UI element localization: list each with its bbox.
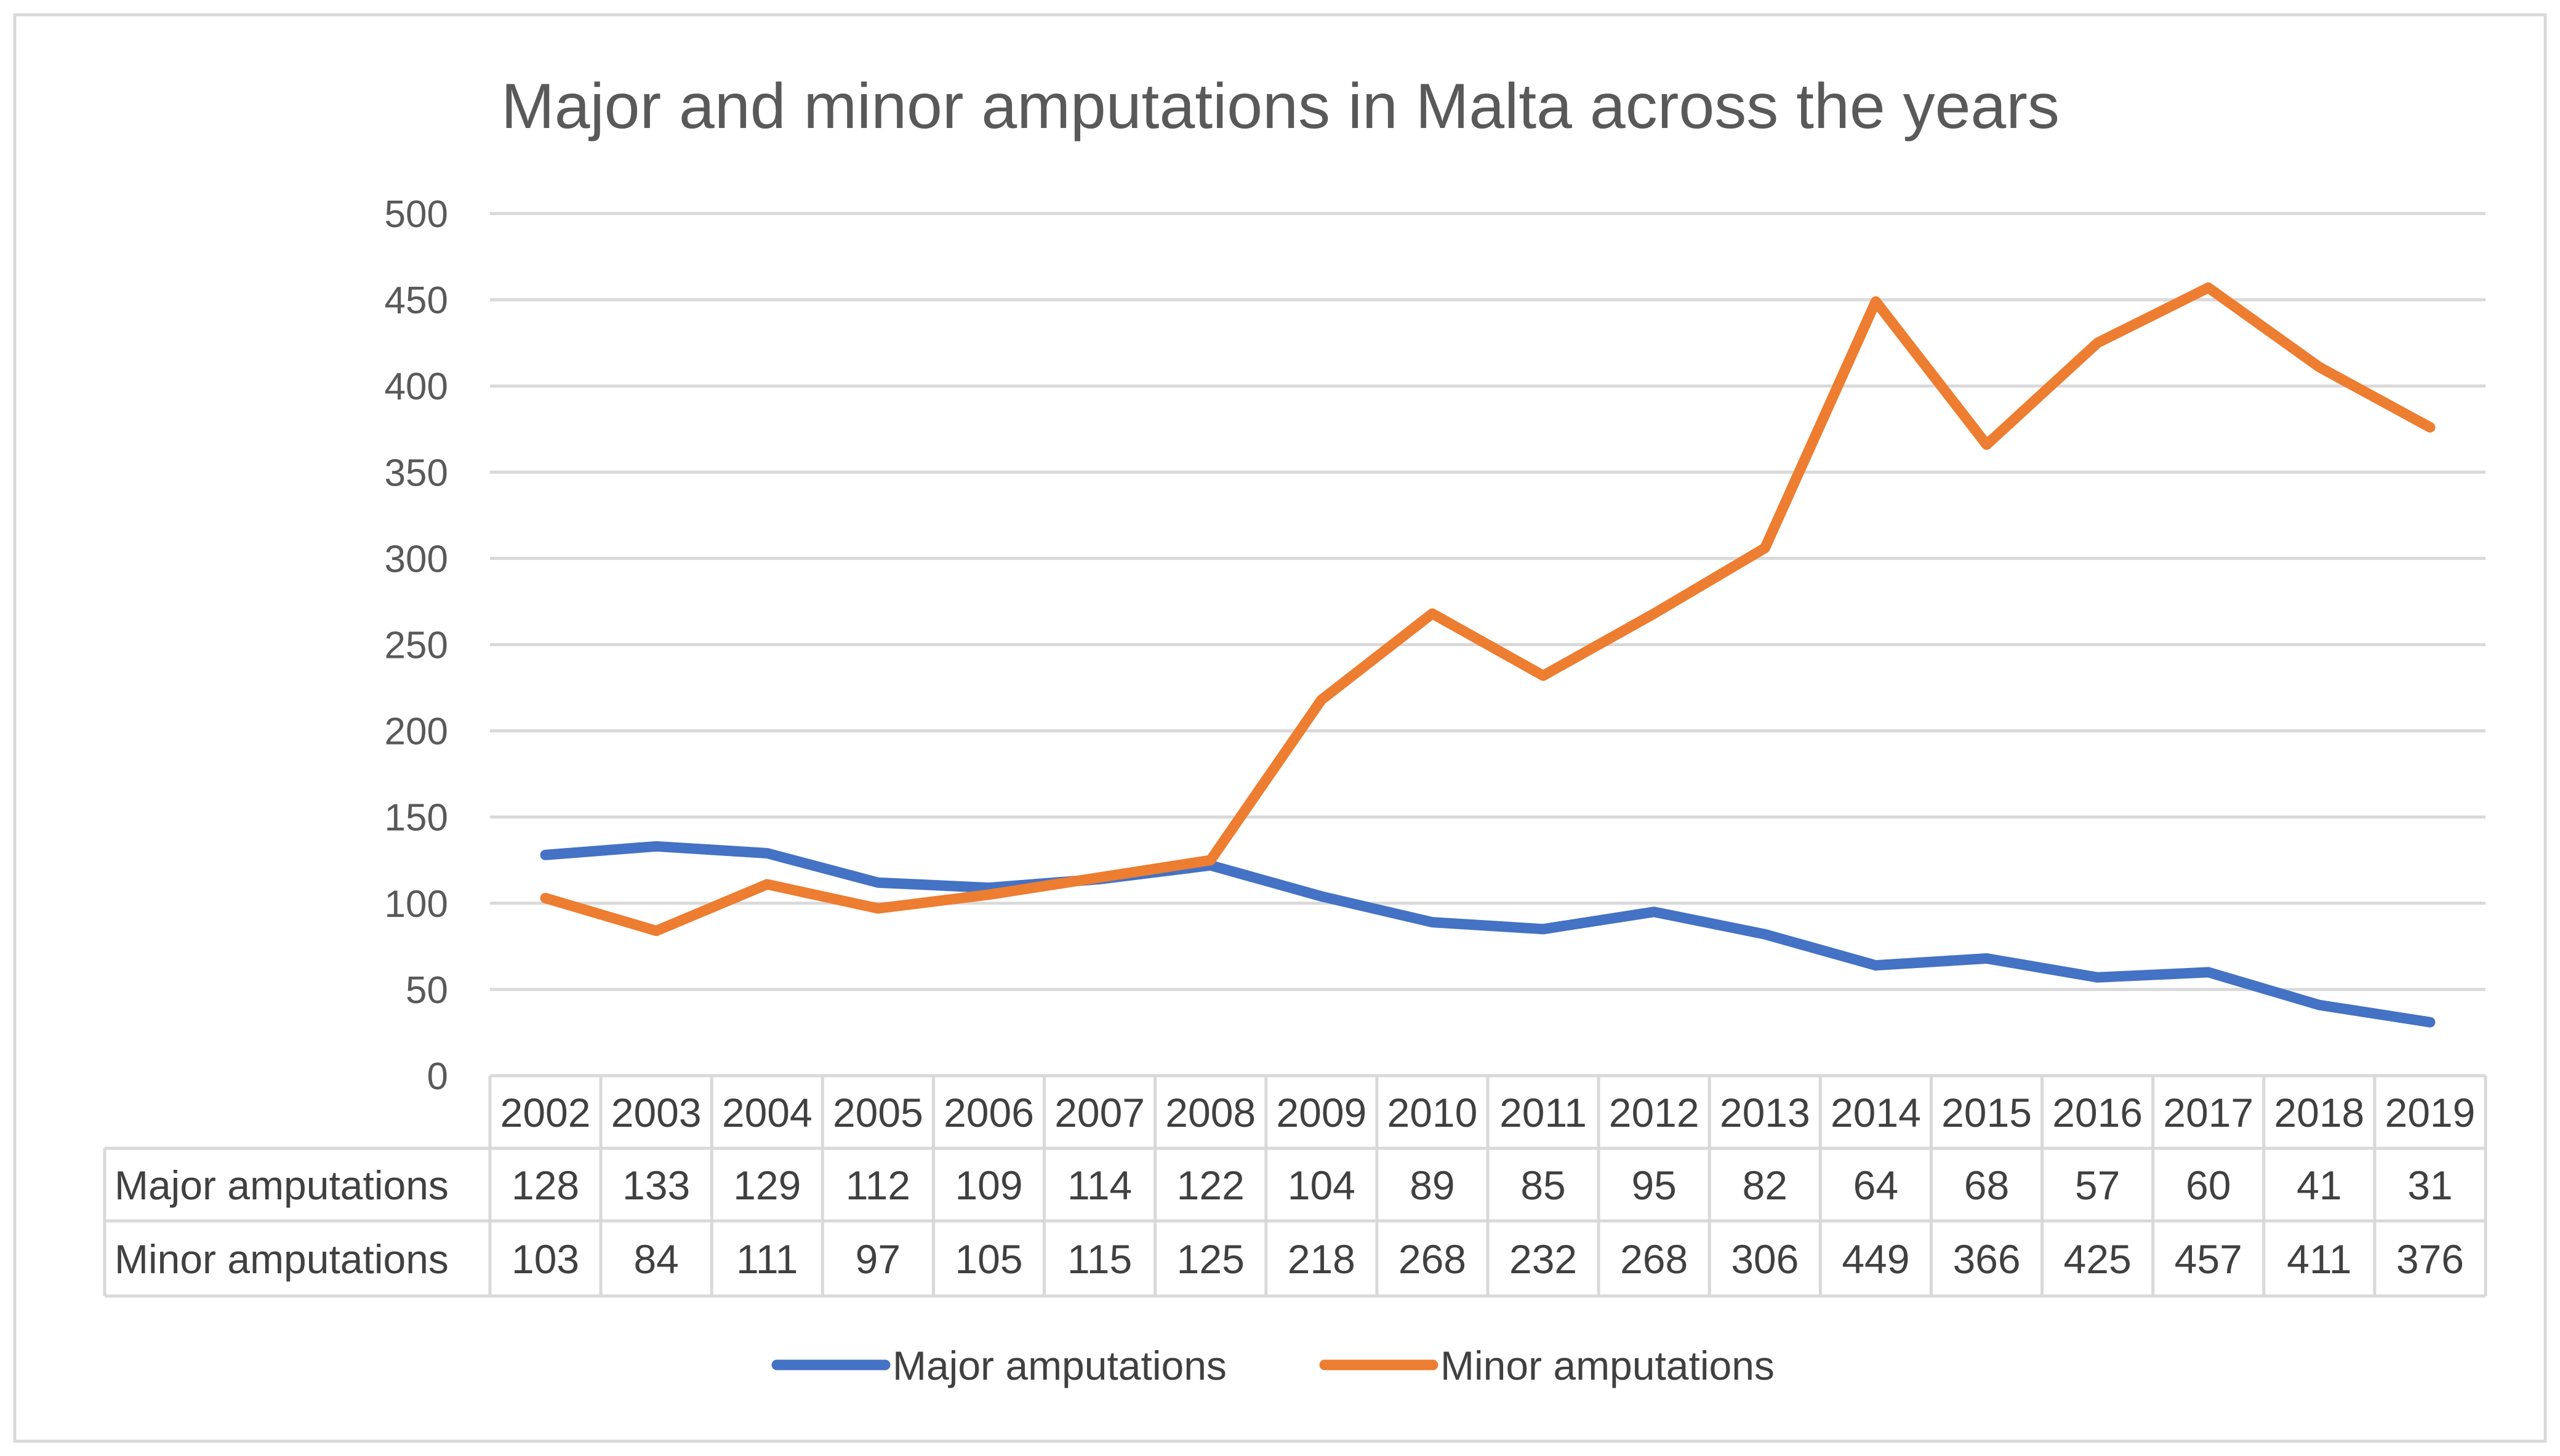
- data-label-1-2007: 114: [1067, 1162, 1132, 1208]
- y-tick-label-0: 0: [427, 1055, 448, 1098]
- data-label-1-2002: 128: [512, 1162, 579, 1208]
- y-tick-label-150: 150: [385, 797, 448, 839]
- data-label-2-2012: 268: [1620, 1236, 1688, 1282]
- table-row-label-1: Major amputations: [114, 1162, 449, 1208]
- data-label-1-2006: 109: [955, 1162, 1022, 1208]
- data-label-2-2013: 306: [1731, 1236, 1799, 1282]
- y-tick-label-350: 350: [385, 452, 448, 494]
- data-label-1-2004: 129: [733, 1162, 801, 1208]
- x-tick-label-2013: 2013: [1720, 1090, 1810, 1135]
- data-label-1-2011: 85: [1520, 1162, 1565, 1208]
- x-tick-label-2003: 2003: [611, 1090, 702, 1135]
- y-tick-label-250: 250: [385, 625, 448, 667]
- y-axis-ticks: 0 50 100 150 200 250 300 350 400 450 500: [385, 193, 448, 1098]
- data-label-2-2005: 97: [856, 1236, 901, 1282]
- data-label-1-2005: 112: [846, 1162, 910, 1208]
- y-tick-label-100: 100: [385, 883, 448, 926]
- x-tick-label-2002: 2002: [500, 1090, 591, 1135]
- data-label-2-2004: 111: [736, 1236, 798, 1282]
- series-line-1: [540, 841, 2436, 1028]
- y-tick-label-450: 450: [385, 279, 448, 322]
- y-tick-label-500: 500: [385, 193, 448, 236]
- x-tick-label-2010: 2010: [1387, 1090, 1478, 1135]
- data-label-1-2013: 82: [1743, 1162, 1788, 1208]
- y-tick-label-400: 400: [385, 366, 448, 408]
- x-tick-label-2004: 2004: [722, 1090, 813, 1135]
- data-label-1-2008: 122: [1177, 1162, 1245, 1208]
- y-tick-label-200: 200: [385, 711, 448, 753]
- legend-label-1: Major amputations: [893, 1343, 1227, 1388]
- data-label-2-2003: 84: [633, 1236, 678, 1282]
- x-tick-label-2014: 2014: [1831, 1090, 1921, 1135]
- data-label-1-2012: 95: [1631, 1162, 1676, 1208]
- table-row-label-2: Minor amputations: [114, 1236, 449, 1282]
- series-line-2: [540, 282, 2436, 937]
- chart-title: Major and minor amputations in Malta acr…: [501, 71, 2060, 142]
- x-tick-label-2016: 2016: [2052, 1090, 2143, 1135]
- series-lines: [540, 282, 2436, 1028]
- data-label-1-2017: 60: [2186, 1162, 2231, 1208]
- x-tick-label-2012: 2012: [1609, 1090, 1699, 1135]
- y-tick-label-50: 50: [406, 969, 448, 1012]
- data-label-1-2009: 104: [1288, 1162, 1355, 1208]
- data-label-2-2015: 366: [1952, 1236, 2020, 1282]
- x-tick-label-2009: 2009: [1276, 1090, 1366, 1135]
- data-label-2-2009: 218: [1288, 1236, 1355, 1282]
- x-tick-label-2005: 2005: [833, 1090, 923, 1135]
- y-tick-label-300: 300: [385, 538, 448, 580]
- data-label-1-2010: 89: [1410, 1162, 1455, 1208]
- legend-label-2: Minor amputations: [1440, 1343, 1775, 1388]
- x-tick-label-2007: 2007: [1054, 1090, 1145, 1135]
- chart-border: [13, 13, 2547, 1443]
- x-tick-label-2019: 2019: [2385, 1090, 2476, 1135]
- legend: Major amputations Minor amputations: [771, 1343, 1775, 1388]
- data-label-2-2011: 232: [1509, 1236, 1577, 1282]
- data-label-2-2018: 411: [2287, 1236, 2351, 1282]
- data-label-2-2002: 103: [512, 1236, 579, 1282]
- x-tick-label-2011: 2011: [1499, 1090, 1587, 1135]
- data-label-1-2014: 64: [1853, 1162, 1898, 1208]
- x-tick-label-2008: 2008: [1165, 1090, 1256, 1135]
- x-tick-label-2017: 2017: [2163, 1090, 2253, 1135]
- data-label-2-2010: 268: [1398, 1236, 1466, 1282]
- data-table: 2002 2003 2004 2005 2006 2007 2008 2009 2010 2011…: [103, 1074, 2487, 1298]
- data-label-2-2007: 115: [1067, 1236, 1132, 1282]
- data-label-1-2016: 57: [2075, 1162, 2120, 1208]
- data-label-1-2003: 133: [622, 1162, 690, 1208]
- data-label-1-2018: 41: [2297, 1162, 2341, 1208]
- x-tick-label-2015: 2015: [1941, 1090, 2032, 1135]
- x-tick-label-2018: 2018: [2274, 1090, 2364, 1135]
- x-tick-label-2006: 2006: [944, 1090, 1034, 1135]
- data-label-1-2019: 31: [2407, 1162, 2452, 1208]
- data-label-2-2016: 425: [2064, 1236, 2132, 1282]
- data-label-2-2008: 125: [1177, 1236, 1245, 1282]
- data-label-2-2014: 449: [1842, 1236, 1909, 1282]
- data-label-2-2017: 457: [2175, 1236, 2242, 1282]
- data-label-2-2019: 376: [2396, 1236, 2464, 1282]
- data-label-1-2015: 68: [1964, 1162, 2009, 1208]
- gridlines: [490, 212, 2486, 991]
- data-label-2-2006: 105: [955, 1236, 1022, 1282]
